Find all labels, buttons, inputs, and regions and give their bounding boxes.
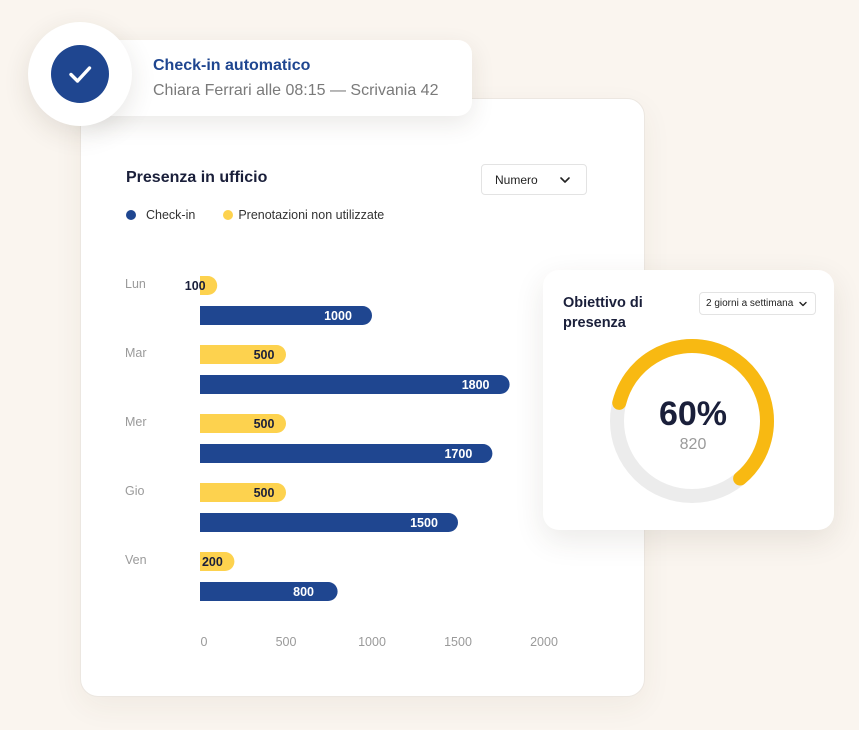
bar-unused bbox=[200, 483, 286, 502]
data-label-checkin: 1800 bbox=[462, 378, 490, 392]
category-label: Mar bbox=[125, 346, 147, 360]
data-label-unused: 500 bbox=[254, 486, 275, 500]
category-label: Ven bbox=[125, 553, 147, 567]
category-label: Lun bbox=[125, 277, 146, 291]
chart-title: Presenza in ufficio bbox=[126, 169, 268, 186]
legend-label-unused: Prenotazioni non utilizzate bbox=[238, 208, 385, 222]
period-select-value: 2 giorni a settimana bbox=[706, 298, 794, 309]
legend-item-checkin: Check-in bbox=[126, 208, 195, 222]
chart-legend: Check-in Prenotazioni non utilizzate bbox=[126, 208, 384, 222]
metric-select[interactable]: Numero bbox=[481, 164, 587, 195]
legend-swatch-unused bbox=[223, 210, 234, 220]
goal-card: Obiettivo di presenza 2 giorni a settima… bbox=[543, 270, 834, 530]
bar-unused bbox=[200, 276, 218, 295]
bar-checkin bbox=[200, 306, 372, 325]
data-label-checkin: 1000 bbox=[324, 309, 352, 323]
bar-checkin bbox=[200, 375, 510, 394]
gauge-progress-arc bbox=[610, 339, 774, 503]
x-tick-label: 1000 bbox=[358, 635, 386, 649]
data-label-checkin: 1700 bbox=[444, 447, 472, 461]
toast-title: Check-in automatico bbox=[153, 57, 311, 74]
legend-item-unused: Prenotazioni non utilizzate bbox=[223, 208, 384, 222]
x-tick-label: 2000 bbox=[530, 635, 558, 649]
goal-percent: 60% bbox=[658, 395, 728, 433]
bar-checkin bbox=[200, 582, 338, 601]
bar-checkin bbox=[200, 513, 458, 532]
bar-checkin bbox=[200, 444, 493, 463]
legend-swatch-checkin bbox=[126, 210, 136, 220]
data-label-unused: 100 bbox=[185, 279, 206, 293]
check-icon bbox=[69, 66, 92, 83]
data-label-unused: 500 bbox=[254, 417, 275, 431]
chevron-down-icon bbox=[799, 301, 807, 307]
goal-title: Obiettivo di presenza bbox=[563, 295, 643, 331]
data-label-checkin: 1500 bbox=[410, 516, 438, 530]
data-label-checkin: 800 bbox=[293, 585, 314, 599]
checkin-toast: Check-in automatico Chiara Ferrari alle … bbox=[82, 40, 472, 116]
category-label: Mer bbox=[125, 415, 147, 429]
toast-subtitle: Chiara Ferrari alle 08:15 — Scrivania 42 bbox=[153, 82, 439, 99]
goal-gauge bbox=[610, 339, 774, 503]
bar-unused bbox=[200, 552, 235, 571]
goal-count: 820 bbox=[679, 436, 707, 453]
data-label-unused: 200 bbox=[202, 555, 223, 569]
chevron-down-icon bbox=[560, 177, 570, 183]
check-badge bbox=[51, 45, 109, 103]
metric-select-value: Numero bbox=[495, 172, 538, 187]
bar-unused bbox=[200, 414, 286, 433]
legend-label-checkin: Check-in bbox=[146, 208, 196, 222]
category-label: Gio bbox=[125, 484, 145, 498]
period-select[interactable]: 2 giorni a settimana bbox=[699, 292, 816, 315]
x-tick-label: 0 bbox=[201, 635, 208, 649]
x-tick-label: 500 bbox=[276, 635, 297, 649]
bar-unused bbox=[200, 345, 286, 364]
x-tick-label: 1500 bbox=[444, 635, 472, 649]
data-label-unused: 500 bbox=[254, 348, 275, 362]
